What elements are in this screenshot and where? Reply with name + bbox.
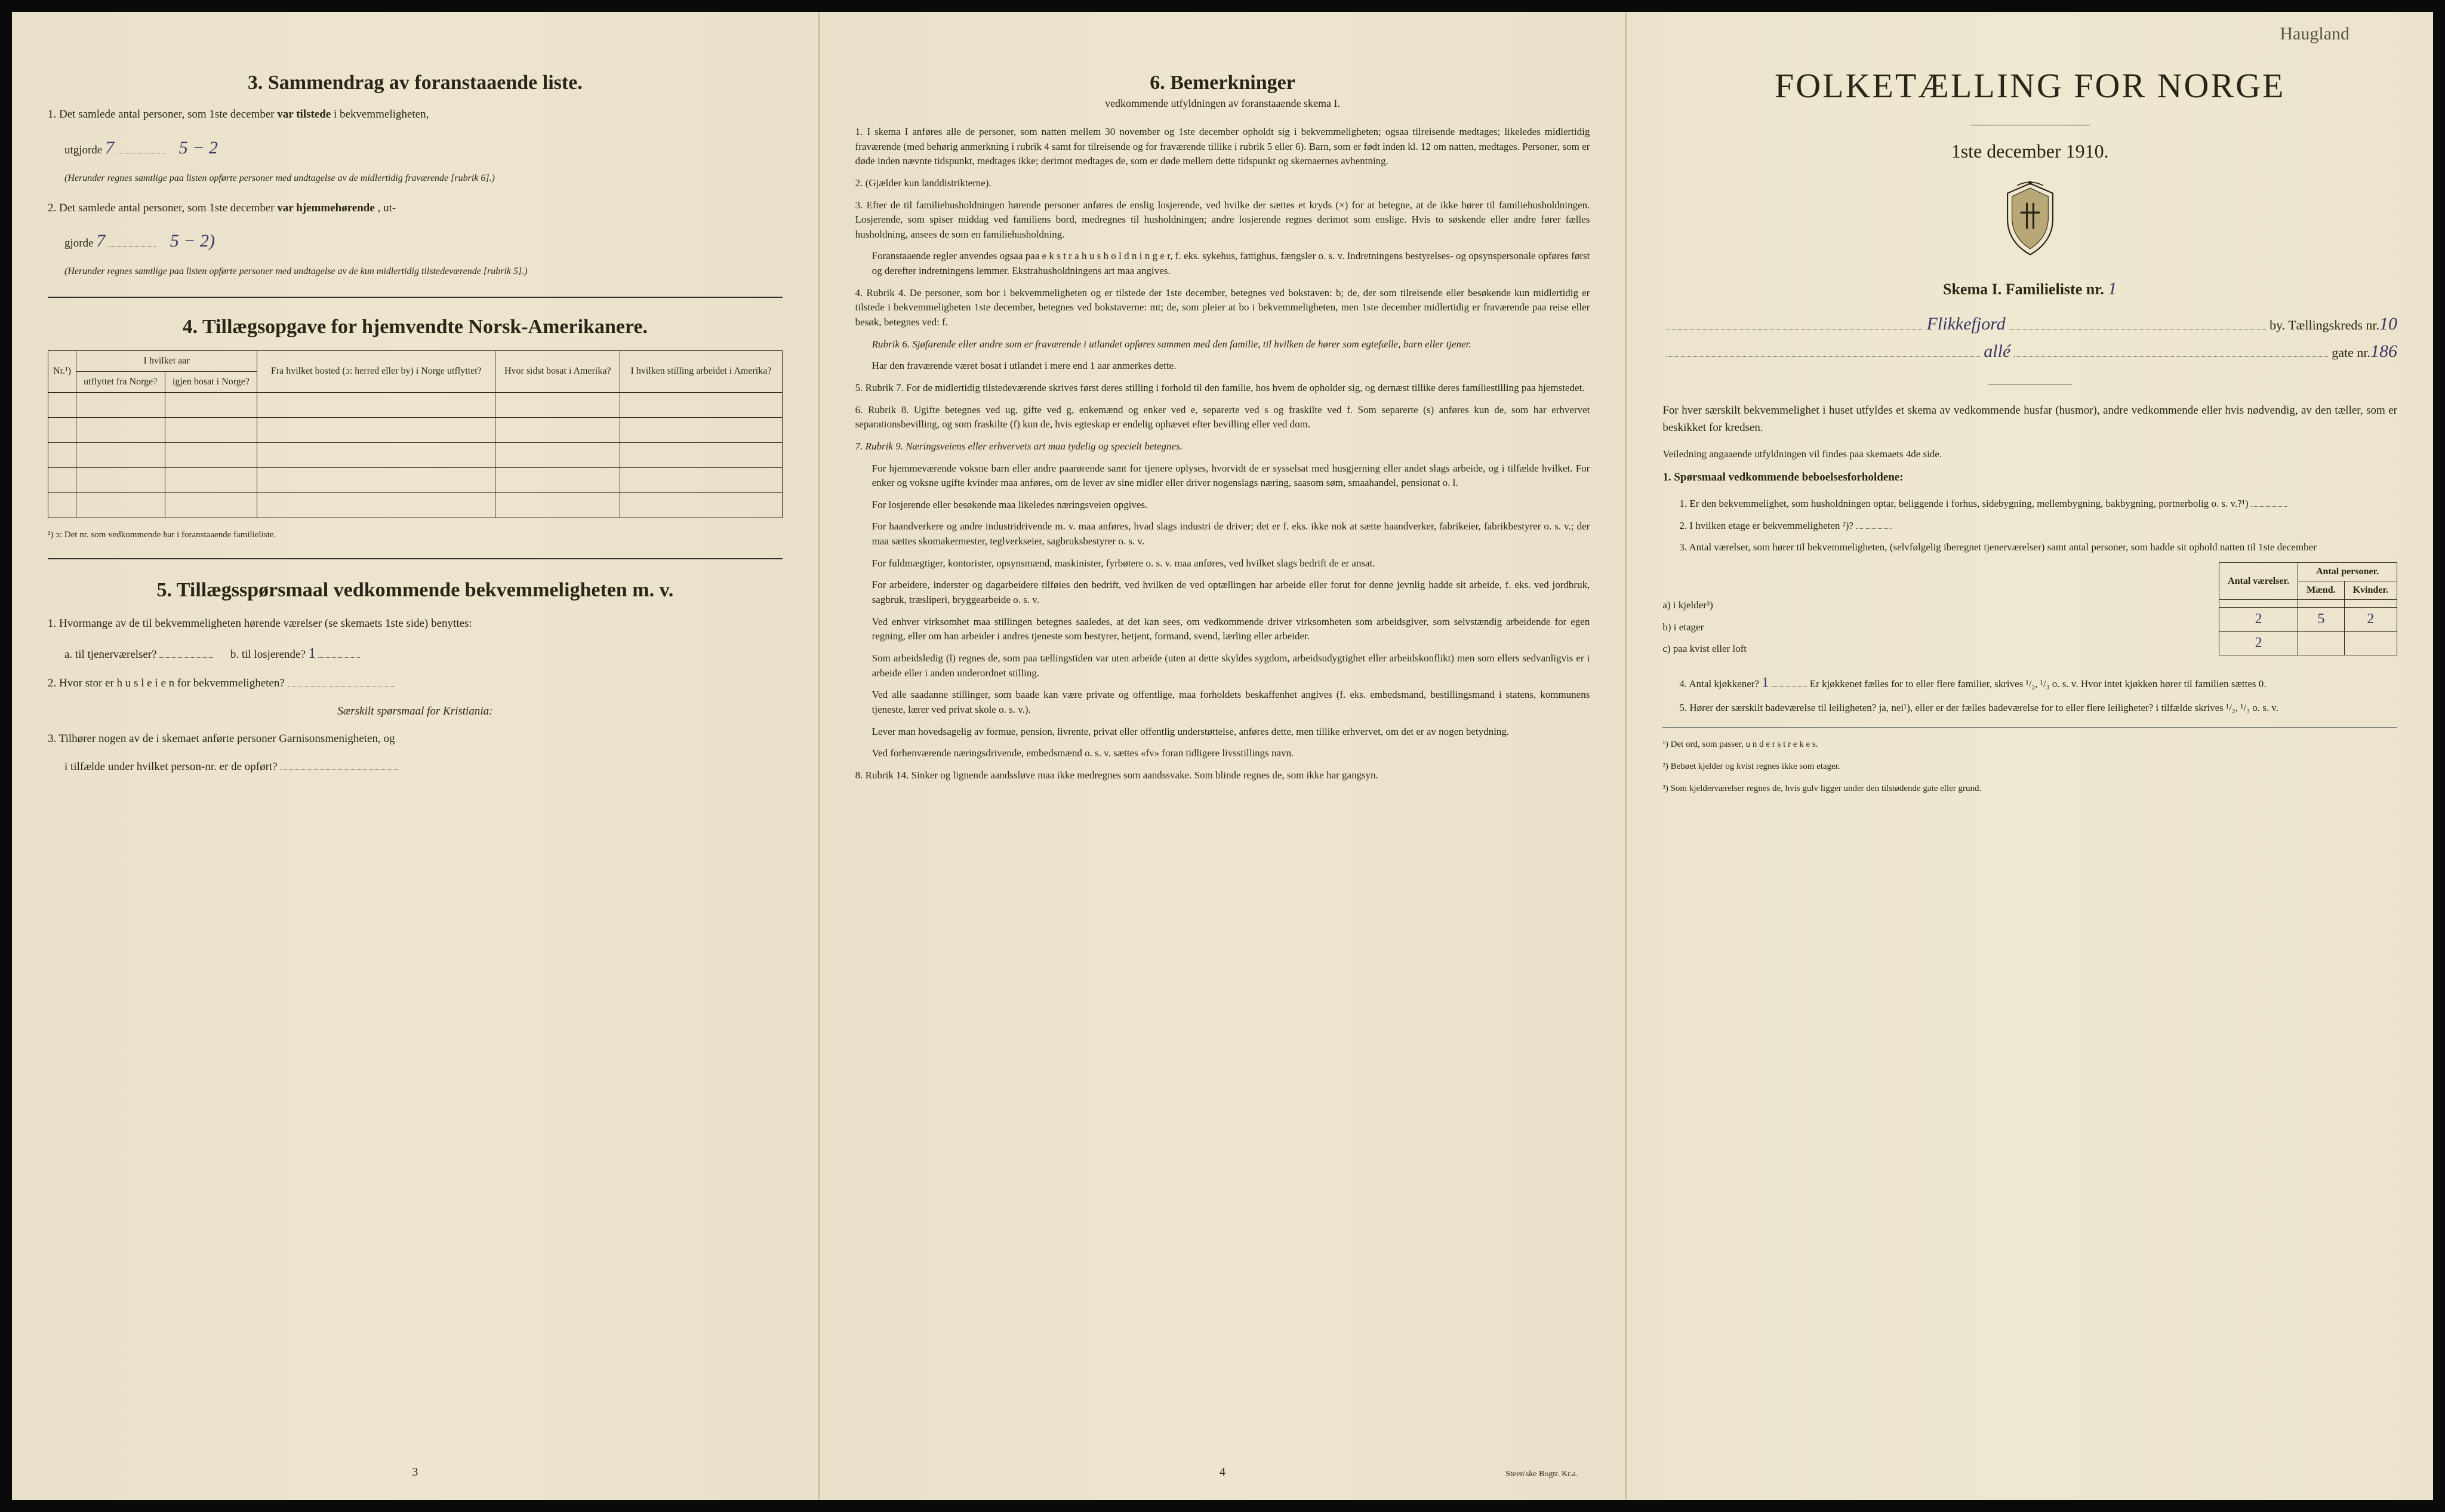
- gate-line: allé gate nr. 186: [1662, 341, 2397, 362]
- page-3: 3. Sammendrag av foranstaaende liste. 1.…: [12, 12, 820, 1500]
- q1-5: 5. Hører der særskilt badeværelse til le…: [1679, 701, 2397, 716]
- coat-of-arms-icon: [1662, 180, 2397, 261]
- q1-3: 3. Antal værelser, som hører til bekvemm…: [1679, 540, 2397, 555]
- gatenr-value: 186: [2370, 341, 2397, 362]
- schema-line: Skema I. Familieliste nr. 1: [1662, 279, 2397, 299]
- p8: 8. Rubrik 14. Sinker og lignende aandssl…: [855, 768, 1590, 783]
- document-date: 1ste december 1910.: [1662, 140, 2397, 162]
- section-3-title: 3. Sammendrag av foranstaaende liste.: [48, 72, 783, 94]
- q2-annotation: 5 − 2): [170, 231, 215, 251]
- p7k: Ved forhenværende næringsdrivende, embed…: [872, 746, 1590, 761]
- p2: 2. (Gjælder kun landdistrikterne).: [855, 176, 1590, 191]
- p7i: Ved alle saadanne stillinger, som baade …: [872, 688, 1590, 717]
- kreds-value: 10: [2379, 314, 2397, 334]
- p7: 7. Rubrik 9. Næringsveiens eller erhverv…: [855, 439, 1590, 454]
- handwritten-annotation: Haugland: [2280, 24, 2349, 44]
- divider: [48, 558, 783, 559]
- s5-q2-note: Særskilt spørsmaal for Kristiania:: [48, 703, 783, 720]
- rooms-table: Antal værelser. Antal personer. Mænd. Kv…: [2219, 562, 2397, 655]
- p6: 6. Rubrik 8. Ugifte betegnes ved ug, gif…: [855, 403, 1590, 432]
- page-number: 3: [412, 1465, 418, 1479]
- s5-q1ab: a. til tjenerværelser? b. til losjerende…: [64, 643, 783, 664]
- s5-q2: 2. Hvor stor er h u s l e i e n for bekv…: [48, 675, 783, 692]
- q1-annotation: 5 − 2: [179, 138, 218, 158]
- p5: 5. Rubrik 7. For de midlertidig tilstede…: [855, 381, 1590, 396]
- document-title: FOLKETÆLLING FOR NORGE: [1662, 66, 2397, 106]
- p1: 1. I skema I anføres alle de personer, s…: [855, 125, 1590, 169]
- familieliste-nr: 1: [2108, 279, 2117, 298]
- section-5-title: 5. Tillægsspørsmaal vedkommende bekvemme…: [48, 577, 783, 603]
- p3b: Foranstaaende regler anvendes ogsaa paa …: [872, 249, 1590, 278]
- q2-text: 2. Det samlede antal personer, som 1ste …: [48, 200, 783, 217]
- q1-title: 1. Spørsmaal vedkommende beboelsesforhol…: [1662, 469, 2397, 486]
- q1-text: 1. Det samlede antal personer, som 1ste …: [48, 106, 783, 124]
- s5-q3b: i tilfælde under hvilket person-nr. er d…: [64, 759, 783, 776]
- intro2-text: Veiledning angaaende utfyldningen vil fi…: [1662, 447, 2397, 462]
- section-4-title: 4. Tillægsopgave for hjemvendte Norsk-Am…: [48, 316, 783, 338]
- q1-value: 7: [105, 138, 114, 158]
- page-number: 4: [1220, 1465, 1225, 1479]
- p7g: Ved enhver virksomhet maa stillingen bet…: [872, 615, 1590, 644]
- printer-mark: Steen'ske Bogtr. Kr.a.: [1505, 1470, 1578, 1479]
- section-6-sub: vedkommende utfyldningen av foranstaaend…: [855, 97, 1590, 110]
- q1-value-line: utgjorde 7 5 − 2: [64, 134, 783, 161]
- page-4: 6. Bemerkninger vedkommende utfyldningen…: [820, 12, 1627, 1500]
- p7e: For fuldmægtiger, kontorister, opsynsmæn…: [872, 556, 1590, 571]
- footnote-2: ²) Bebøet kjelder og kvist regnes ikke s…: [1662, 762, 2397, 772]
- section-6-title: 6. Bemerkninger: [855, 72, 1590, 94]
- p7b: For hjemmeværende voksne barn eller andr…: [872, 461, 1590, 491]
- s5-q1: 1. Hvormange av de til bekvemmeligheten …: [48, 615, 783, 633]
- section4-footnote: ¹) ɔ: Det nr. som vedkommende har i fora…: [48, 530, 783, 540]
- footnote-1: ¹) Det ord, som passer, u n d e r s t r …: [1662, 740, 2397, 750]
- p7h: Som arbeidsledig (l) regnes de, som paa …: [872, 651, 1590, 680]
- intro-text: For hver særskilt bekvemmelighet i huset…: [1662, 402, 2397, 436]
- q1-2: 2. I hvilken etage er bekvemmeligheten ²…: [1679, 519, 2397, 534]
- s5-q3: 3. Tilhører nogen av de i skemaet anført…: [48, 731, 783, 748]
- amerikanere-table: Nr.¹) I hvilket aar Fra hvilket bosted (…: [48, 350, 783, 518]
- q2-value-line: gjorde 7 5 − 2): [64, 227, 783, 254]
- q2-note: (Herunder regnes samtlige paa listen opf…: [64, 265, 783, 278]
- census-document: 3. Sammendrag av foranstaaende liste. 1.…: [12, 12, 2433, 1500]
- q1-4: 4. Antal kjøkkener? 1 Er kjøkkenet fælle…: [1679, 673, 2397, 694]
- footnote-3: ³) Som kjelderværelser regnes de, hvis g…: [1662, 784, 2397, 794]
- p4b: Rubrik 6. Sjøfarende eller andre som er …: [872, 337, 1590, 352]
- p3: 3. Efter de til familiehusholdningen hør…: [855, 198, 1590, 242]
- divider: [48, 297, 783, 298]
- page-1-cover: Haugland FOLKETÆLLING FOR NORGE 1ste dec…: [1627, 12, 2433, 1500]
- q1-1: 1. Er den bekvemmelighet, som husholdnin…: [1679, 497, 2397, 512]
- p4: 4. Rubrik 4. De personer, som bor i bekv…: [855, 286, 1590, 330]
- by-line: Flikkefjord by. Tællingskreds nr. 10: [1662, 314, 2397, 334]
- gate-value: allé: [1984, 341, 2010, 362]
- q2-value: 7: [96, 231, 105, 251]
- p4c: Har den fraværende været bosat i utlande…: [872, 359, 1590, 374]
- p7f: For arbeidere, inderster og dagarbeidere…: [872, 578, 1590, 607]
- by-value: Flikkefjord: [1927, 314, 2006, 334]
- p7c: For losjerende eller besøkende maa likel…: [872, 498, 1590, 513]
- q1-note: (Herunder regnes samtlige paa listen opf…: [64, 172, 783, 185]
- p7j: Lever man hovedsagelig av formue, pensio…: [872, 725, 1590, 740]
- p7d: For haandverkere og andre industridriven…: [872, 519, 1590, 549]
